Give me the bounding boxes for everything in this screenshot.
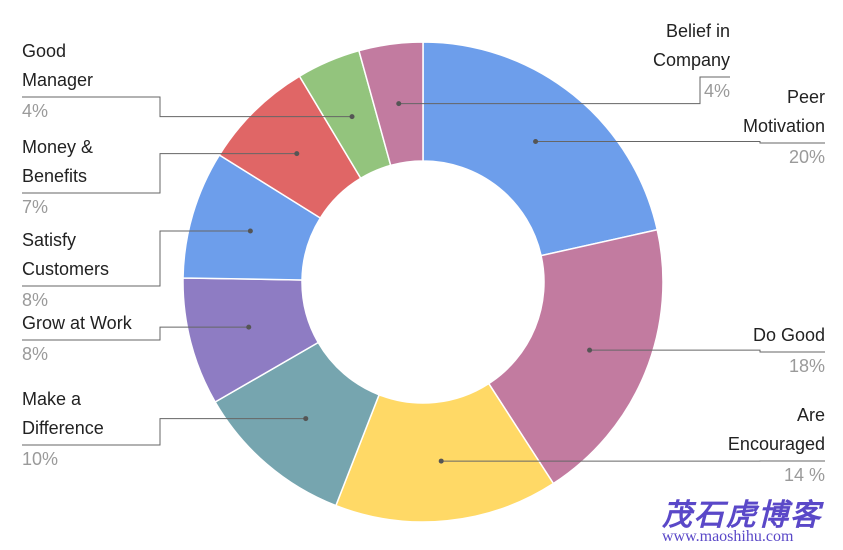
leader-dot — [247, 228, 253, 234]
value-label: 10% — [22, 449, 59, 469]
leader-line — [22, 326, 249, 341]
leader-dot — [396, 101, 402, 107]
watermark-title: 茂石虎博客 — [662, 498, 822, 533]
slice-label: Good Manager — [22, 41, 94, 90]
slice — [358, 41, 424, 167]
value-label: 20% — [788, 147, 825, 167]
leader-line — [589, 349, 825, 353]
value-label: 18% — [788, 356, 825, 376]
value-label: 8% — [22, 344, 49, 364]
slice-label: Belief in Company — [652, 21, 730, 70]
leader-dot — [533, 139, 539, 145]
leader-line — [398, 76, 730, 105]
slice-label: Grow at Work — [22, 313, 132, 333]
slice — [487, 228, 664, 485]
leader-dot — [246, 324, 252, 330]
leader-line — [22, 230, 251, 287]
watermark-url: www.maoshihu.com — [662, 528, 794, 545]
value-label: 8% — [22, 290, 49, 310]
value-label: 4% — [703, 81, 730, 101]
leader-dot — [303, 416, 309, 422]
slice — [422, 41, 659, 257]
slice-label: Do Good — [752, 325, 825, 345]
value-label: 14 % — [783, 465, 825, 485]
leader-line — [22, 418, 306, 446]
slice-label: Are Encouraged — [727, 405, 825, 454]
leader-line — [22, 153, 297, 194]
leader-dot — [349, 114, 355, 120]
leader-dot — [438, 458, 444, 464]
value-label: 4% — [22, 101, 49, 121]
leader-line — [22, 96, 353, 118]
slice-label: Peer Motivation — [742, 87, 825, 136]
slice-label: Make a Difference — [22, 389, 104, 438]
slice-label: Satisfy Customers — [22, 230, 110, 279]
value-label: 7% — [22, 197, 49, 217]
leader-line — [535, 141, 825, 144]
slice — [334, 382, 555, 523]
leader-dot — [294, 151, 300, 157]
leader-dot — [587, 347, 593, 353]
slice-label: Money & Benefits — [22, 137, 94, 186]
